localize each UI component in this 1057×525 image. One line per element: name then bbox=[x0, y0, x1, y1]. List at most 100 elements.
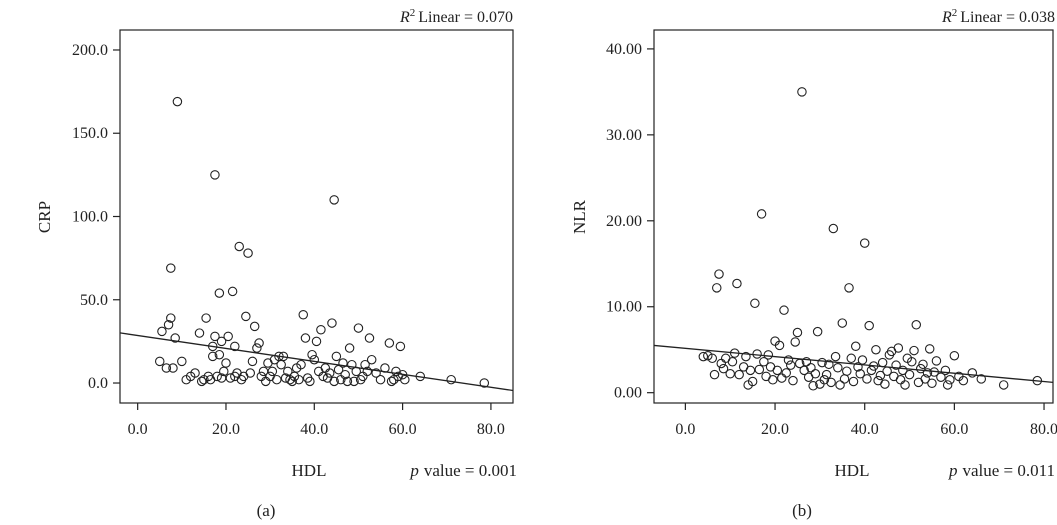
panel-a-data-point bbox=[342, 376, 353, 387]
panel-b-data-point bbox=[712, 283, 722, 293]
panel-a-data-point bbox=[256, 371, 267, 382]
panel-b-data-point bbox=[745, 365, 756, 376]
panel-b-data-point bbox=[853, 362, 863, 372]
panel-b-data-point bbox=[911, 320, 922, 330]
panel-a-data-point bbox=[380, 363, 390, 373]
panel-a-data-point bbox=[252, 343, 262, 353]
panel-a-x-tick-label: 40.0 bbox=[300, 421, 328, 438]
panel-b-data-point bbox=[812, 326, 823, 337]
panel-b-data-point bbox=[707, 353, 718, 364]
panel-a-caption: (a) bbox=[257, 501, 276, 520]
panel-b-data-point bbox=[759, 356, 769, 367]
panel-b-data-point bbox=[727, 356, 738, 367]
panel-a-data-point bbox=[446, 374, 456, 385]
panel-b-data-point bbox=[922, 368, 933, 378]
panel-b-data-point bbox=[907, 356, 917, 367]
panel-b-data-point bbox=[797, 87, 807, 97]
panel-b-data-point bbox=[882, 366, 892, 376]
panel-a-data-point bbox=[166, 313, 176, 323]
panel-a-data-point bbox=[241, 311, 251, 322]
panel-a-data-point bbox=[154, 356, 165, 367]
panel-b-data-point bbox=[857, 355, 868, 365]
panel-a-x-tick-label: 20.0 bbox=[212, 421, 240, 438]
panel-b-data-point bbox=[1032, 375, 1043, 386]
panel-a-data-point bbox=[172, 96, 183, 107]
panel-a-data-point bbox=[386, 376, 397, 387]
panel-b-data-point bbox=[891, 360, 901, 370]
panel-b-data-point bbox=[790, 337, 800, 347]
panel-b-data-point bbox=[777, 373, 787, 383]
panel-a-data-point bbox=[294, 374, 304, 385]
panel-b-data-point bbox=[945, 375, 955, 385]
panel-b-data-point bbox=[754, 364, 765, 375]
panel-b-data-point bbox=[927, 378, 937, 388]
panel-a-data-point bbox=[278, 351, 289, 362]
panel-a-data-point bbox=[157, 326, 167, 337]
panel-a-data-point bbox=[161, 363, 172, 373]
panel-a-y-axis-label: CRP bbox=[35, 201, 54, 233]
panel-a-y-tick-label: 50.0 bbox=[80, 292, 108, 309]
panel-a-data-point bbox=[324, 368, 335, 378]
panel-b-pvalue-label: p value = 0.011 bbox=[948, 461, 1055, 480]
panel-a-data-point bbox=[309, 354, 320, 365]
panel-a-data-point bbox=[254, 338, 264, 348]
panel-a-data-point bbox=[397, 369, 408, 380]
panel-b-data-point bbox=[859, 238, 870, 248]
panel-b-data-point bbox=[844, 283, 854, 293]
panel-a-data-point bbox=[207, 341, 218, 352]
panel-b-data-point bbox=[837, 318, 848, 328]
panel-a-x-tick-label: 60.0 bbox=[389, 421, 417, 438]
panel-a-data-point bbox=[311, 336, 322, 347]
panel-a-data-point bbox=[384, 338, 395, 348]
panel-b-y-ticks: 0.00 10.00 20.00 30.00 40.00 bbox=[606, 41, 654, 402]
panel-b-data-point bbox=[931, 356, 942, 366]
panel-a-data-point bbox=[221, 358, 231, 368]
panel-b-data-point bbox=[875, 370, 886, 381]
panel-a-data-point bbox=[214, 349, 225, 360]
panel-a-data-point bbox=[329, 195, 339, 205]
panel-b-data-point bbox=[976, 374, 987, 384]
panel-a-data-point bbox=[479, 378, 490, 388]
panel-b-data-point bbox=[835, 380, 845, 390]
panel-a-data-point bbox=[347, 359, 357, 370]
panel-b-y-tick-label: 10.00 bbox=[606, 299, 642, 316]
panel-b-data-point bbox=[817, 357, 827, 368]
panel-b-data-point bbox=[732, 278, 742, 289]
panel-a-data-point bbox=[230, 341, 240, 352]
panel-b-data-point bbox=[703, 350, 713, 361]
panel-a-data-point bbox=[305, 376, 315, 387]
panel-a-points bbox=[154, 96, 490, 388]
panel-b-r2-label: R2 Linear = 0.038 bbox=[941, 7, 1055, 26]
panel-a-x-tick-label: 80.0 bbox=[477, 421, 505, 438]
panel-b-data-point bbox=[877, 357, 888, 368]
panel-a-data-point bbox=[276, 359, 286, 370]
panel-a-data-point bbox=[364, 333, 375, 343]
panel-b-data-point bbox=[810, 369, 821, 379]
panel-b-data-point bbox=[725, 369, 735, 379]
panel-a-data-point bbox=[201, 313, 211, 323]
panel-a-data-point bbox=[190, 368, 200, 378]
panel-a-y-tick-label: 0.0 bbox=[88, 375, 108, 392]
panel-b-data-point bbox=[842, 366, 852, 376]
panel-b-y-tick-label: 0.00 bbox=[614, 385, 642, 402]
panel-a-data-point bbox=[331, 351, 342, 362]
panel-b-y-axis-label: NLR bbox=[570, 199, 589, 234]
panel-a-x-tick-label: 0.0 bbox=[128, 421, 148, 438]
panel-b-data-point bbox=[819, 375, 830, 385]
panel-b-data-point bbox=[909, 345, 919, 356]
panel-b-data-point bbox=[752, 349, 762, 359]
panel-a-data-point bbox=[194, 328, 205, 338]
panel-b-data-point bbox=[868, 361, 879, 371]
panel-b: 0.00 10.00 20.00 30.00 40.00 0.0 20.0 40.0 60.0… bbox=[570, 7, 1057, 520]
panel-b-data-point bbox=[783, 355, 794, 365]
panel-b-data-point bbox=[900, 380, 910, 390]
panel-b-data-point bbox=[924, 344, 935, 354]
panel-a: 0.0 50.0 100.0 150.0 200.0 0.0 20.0 40.0 60.0 80… bbox=[35, 7, 517, 520]
panel-b-plot-frame bbox=[653, 29, 1054, 404]
panel-a-data-point bbox=[353, 323, 364, 333]
panel-b-data-point bbox=[806, 363, 816, 373]
panel-a-data-point bbox=[415, 371, 426, 382]
panel-a-data-point bbox=[298, 309, 309, 320]
panel-b-data-point bbox=[848, 376, 859, 387]
panel-a-data-point bbox=[216, 336, 227, 347]
